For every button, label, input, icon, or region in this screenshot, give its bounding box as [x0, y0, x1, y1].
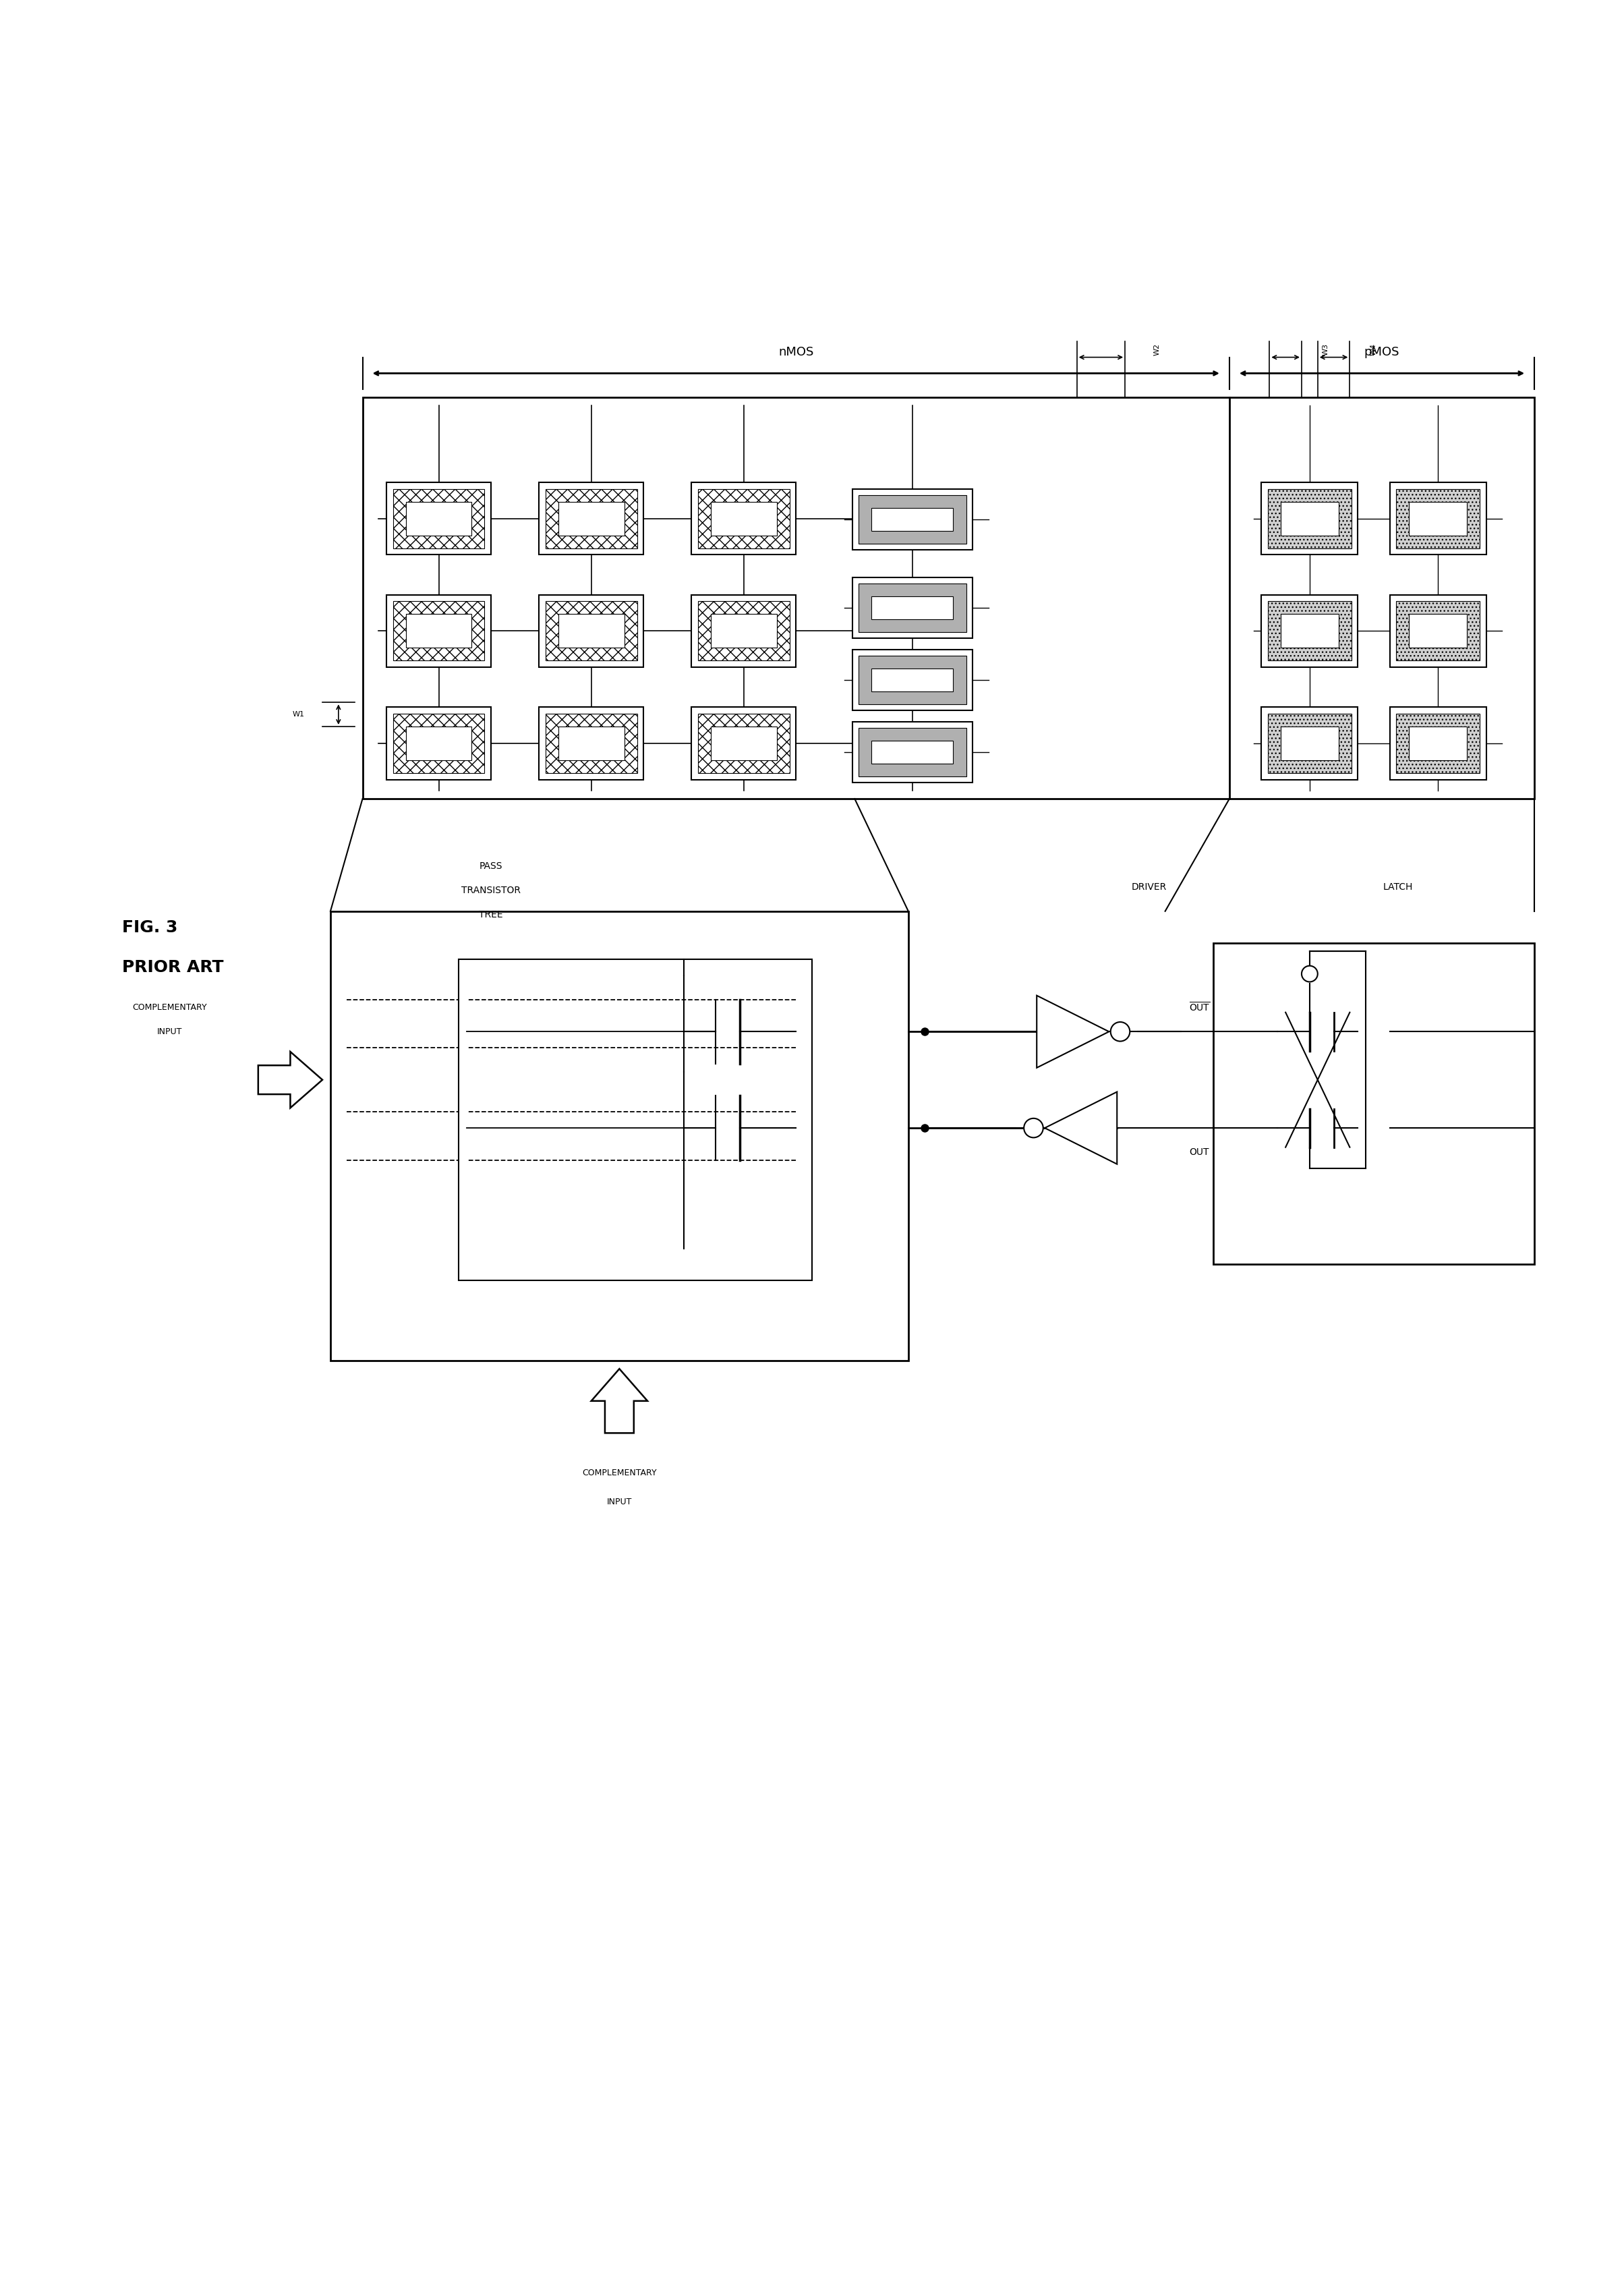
Bar: [387, 707, 490, 779]
Text: LATCH: LATCH: [1384, 882, 1413, 893]
Circle shape: [1111, 1022, 1130, 1041]
Bar: [853, 650, 973, 711]
Bar: [1281, 727, 1338, 761]
Bar: [692, 707, 796, 779]
Polygon shape: [1036, 995, 1109, 1068]
Bar: [460, 959, 812, 1281]
Bar: [711, 502, 776, 536]
Bar: [1397, 602, 1479, 661]
Bar: [1397, 488, 1479, 548]
Bar: [393, 488, 484, 548]
Text: OUT: OUT: [1189, 1147, 1210, 1156]
Bar: [711, 613, 776, 648]
Bar: [539, 707, 643, 779]
Bar: [1390, 595, 1486, 668]
Bar: [1410, 613, 1466, 648]
Bar: [711, 727, 776, 761]
Bar: [406, 727, 471, 761]
Text: TREE: TREE: [479, 909, 503, 920]
Bar: [1213, 943, 1535, 1266]
Bar: [692, 595, 796, 668]
Text: W3: W3: [1322, 343, 1328, 354]
Bar: [1390, 707, 1486, 779]
Bar: [872, 668, 953, 691]
Polygon shape: [1044, 1093, 1117, 1163]
Bar: [387, 482, 490, 554]
Bar: [698, 713, 789, 772]
Circle shape: [1301, 966, 1317, 982]
Text: FIG. 3: FIG. 3: [122, 920, 177, 936]
Bar: [872, 509, 953, 532]
FancyArrow shape: [591, 1368, 648, 1434]
Bar: [853, 577, 973, 638]
Bar: [406, 613, 471, 648]
Bar: [859, 657, 966, 704]
Bar: [559, 613, 624, 648]
Bar: [546, 488, 637, 548]
Bar: [1281, 613, 1338, 648]
Text: W4: W4: [1371, 343, 1377, 354]
Bar: [853, 488, 973, 550]
Bar: [1281, 502, 1338, 536]
Text: COMPLEMENTARY: COMPLEMENTARY: [133, 1004, 208, 1011]
Text: $\overline{\rm OUT}$: $\overline{\rm OUT}$: [1189, 1002, 1210, 1013]
Bar: [698, 602, 789, 661]
Bar: [387, 595, 490, 668]
Circle shape: [1023, 1118, 1043, 1138]
Bar: [393, 713, 484, 772]
FancyArrow shape: [258, 1052, 323, 1109]
Bar: [330, 911, 908, 1361]
Bar: [559, 502, 624, 536]
Bar: [539, 482, 643, 554]
Bar: [1262, 482, 1358, 554]
Bar: [546, 602, 637, 661]
Text: pMOS: pMOS: [1364, 345, 1400, 359]
Bar: [1268, 488, 1351, 548]
Text: COMPLEMENTARY: COMPLEMENTARY: [581, 1468, 656, 1477]
Bar: [393, 602, 484, 661]
Bar: [698, 488, 789, 548]
Bar: [853, 722, 973, 784]
Bar: [362, 398, 1535, 800]
Bar: [872, 598, 953, 618]
Bar: [559, 727, 624, 761]
Text: W1: W1: [292, 711, 304, 718]
Bar: [1397, 713, 1479, 772]
Text: INPUT: INPUT: [607, 1497, 632, 1506]
Text: W2: W2: [1153, 343, 1161, 354]
Bar: [406, 502, 471, 536]
Bar: [1268, 602, 1351, 661]
Text: TRANSISTOR: TRANSISTOR: [461, 886, 521, 895]
Bar: [1410, 502, 1466, 536]
Text: INPUT: INPUT: [158, 1027, 182, 1036]
Bar: [546, 713, 637, 772]
Text: PASS: PASS: [479, 861, 502, 870]
Text: DRIVER: DRIVER: [1132, 882, 1166, 893]
Bar: [859, 727, 966, 777]
Bar: [1262, 595, 1358, 668]
Bar: [692, 482, 796, 554]
Text: nMOS: nMOS: [778, 345, 814, 359]
Bar: [859, 495, 966, 543]
Bar: [539, 595, 643, 668]
Bar: [1410, 727, 1466, 761]
Bar: [859, 584, 966, 632]
Bar: [1262, 707, 1358, 779]
Bar: [872, 741, 953, 763]
Bar: [1390, 482, 1486, 554]
Bar: [1268, 713, 1351, 772]
Text: PRIOR ART: PRIOR ART: [122, 959, 222, 975]
